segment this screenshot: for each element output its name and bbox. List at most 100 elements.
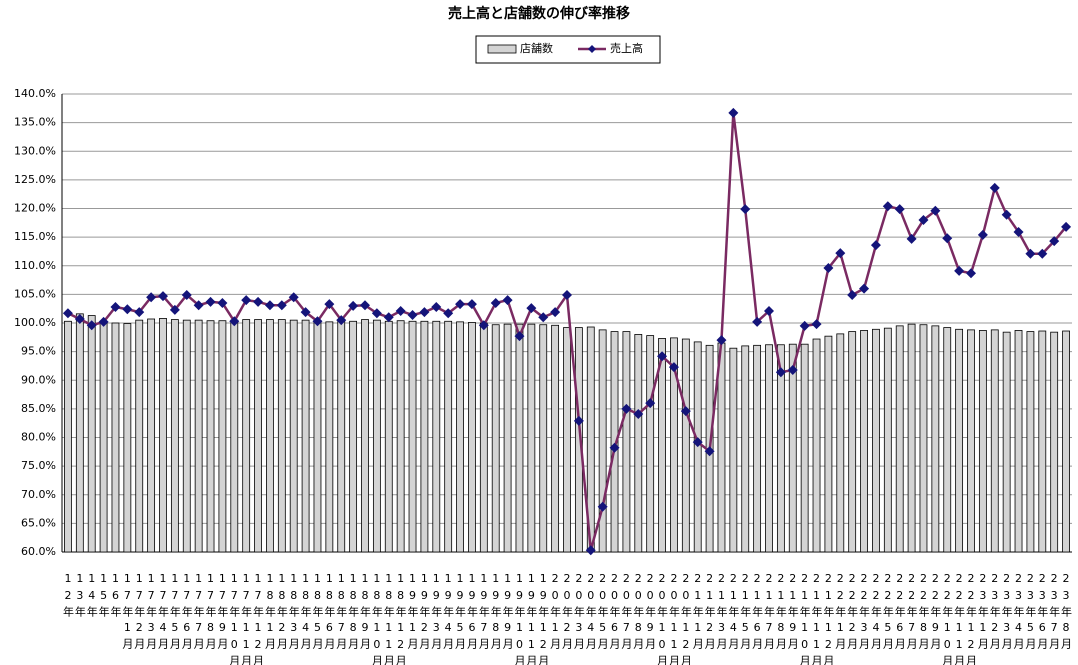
bar [313,320,322,553]
marker [859,283,870,294]
x-tick-label: 18年12月 [394,572,407,665]
bar [610,331,619,553]
bar [444,320,453,553]
marker [752,316,763,327]
marker [573,415,584,426]
marker [918,214,929,225]
marker [86,320,97,331]
bar [1014,330,1023,553]
bar [337,320,346,553]
x-tick-label: 19年3月 [430,572,443,653]
bar [182,319,191,553]
bar [848,331,857,553]
marker [146,292,157,303]
bar [563,327,571,553]
x-tick-label: 22年4月 [869,572,882,653]
x-tick-label: 22年9月 [929,572,942,653]
marker [1049,236,1060,247]
bar [87,315,96,553]
bar [277,319,286,553]
marker [1013,226,1024,237]
bar [658,338,666,553]
x-tick-label: 23年3月 [1000,572,1013,653]
x-tick-label: 17年12月 [252,572,265,665]
bar [491,324,500,553]
x-tick-label: 18年4月 [299,572,312,653]
marker [276,300,287,311]
x-tick-label: 19年7月 [477,572,490,653]
x-tick-label: 20年12月 [679,572,692,665]
x-tick-label: 20年5月 [596,572,609,653]
x-tick-label: 22年10月 [941,572,954,665]
marker [1025,248,1036,259]
bar [289,319,298,553]
bar [598,329,607,553]
bar [895,325,904,553]
bar [1002,331,1011,553]
bar [301,319,310,553]
bar [978,330,987,553]
x-tick-label: 17年8月 [204,572,217,653]
x-tick-label: 20年9月 [644,572,657,653]
marker [621,403,632,414]
x-tick-label: 14年 [85,572,98,621]
x-tick-label: 15年 [97,572,110,621]
x-tick-label: 20年6月 [608,572,621,653]
marker [395,305,406,316]
x-tick-label: 13年 [73,572,86,621]
chart-title: 売上高と店舗数の伸び率推移 [448,5,630,22]
marker [478,320,489,331]
x-tick-label: 19年8月 [489,572,502,653]
bar [1026,331,1035,553]
marker [264,300,275,311]
x-tick-label: 20年1月 [549,572,562,653]
x-tick-label: 21年3月 [715,572,728,653]
y-tick-label: 60.0% [21,545,56,558]
bar [503,323,512,553]
marker [443,308,454,319]
legend-swatch [487,44,517,54]
x-tick-label: 19年4月 [442,572,455,653]
bar [883,327,892,553]
marker [954,265,965,276]
y-tick-label: 135.0% [14,116,56,129]
marker [300,307,311,318]
marker [668,362,679,373]
bar [515,323,524,553]
x-tick-label: 22年11月 [953,572,966,665]
x-tick-label: 23年2月 [988,572,1001,653]
bar [170,319,179,553]
x-tick-label: 23年4月 [1012,572,1025,653]
marker [110,301,121,312]
marker [181,289,192,300]
bar [372,319,381,553]
marker [977,229,988,240]
marker [609,442,620,453]
x-tick-label: 20年4月 [584,572,597,653]
bar [729,347,738,553]
marker [716,335,727,346]
bar [955,328,964,553]
bar [361,319,369,553]
marker [597,501,608,512]
marker [823,263,834,274]
x-tick-label: 19年6月 [465,572,478,653]
marker [894,204,905,215]
x-tick-label: 17年9月 [216,572,229,653]
bar [574,327,583,553]
x-tick-label: 20年2月 [561,572,574,653]
x-tick-label: 21年5月 [739,572,752,653]
x-tick-label: 18年6月 [323,572,336,653]
bar [788,343,797,553]
marker [966,268,976,279]
x-tick-label: 18年11月 [382,572,395,665]
x-tick-label: 22年12月 [965,572,978,665]
x-tick-label: 19年10月 [513,572,526,665]
x-tick-label: 21年10月 [798,572,811,665]
bar [967,329,975,553]
x-tick-label: 21年6月 [751,572,764,653]
bar [135,319,144,553]
bar [349,320,358,553]
bar [266,319,274,553]
